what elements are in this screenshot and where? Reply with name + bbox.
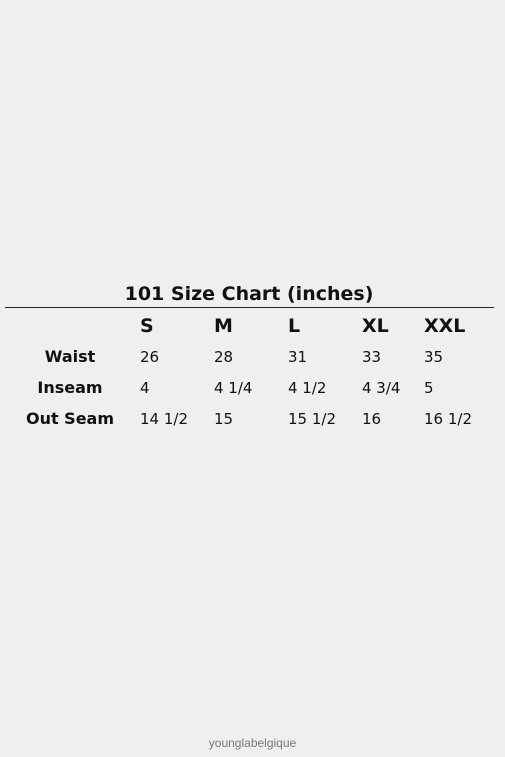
corner-cell xyxy=(0,311,140,341)
row-label-inseam: Inseam xyxy=(37,378,103,397)
table-cell: 35 xyxy=(424,347,444,366)
size-header-xl: XL xyxy=(362,315,389,337)
table-cell: 14 1/2 xyxy=(140,409,188,428)
table-row-waist: Waist 26 28 31 33 35 xyxy=(0,341,505,372)
row-label-waist: Waist xyxy=(44,347,96,366)
table-cell: 26 xyxy=(140,347,160,366)
table-cell: 16 1/2 xyxy=(424,409,472,428)
table-cell: 4 3/4 xyxy=(362,378,401,397)
title-underline xyxy=(5,307,494,308)
row-label-out-seam: Out Seam xyxy=(25,409,115,428)
table-row-out-seam: Out Seam 14 1/2 15 15 1/2 16 16 1/2 xyxy=(0,403,505,434)
size-header-s: S xyxy=(140,315,154,337)
table-cell: 33 xyxy=(362,347,382,366)
table-cell: 16 xyxy=(362,409,382,428)
table-cell: 4 xyxy=(140,378,150,397)
size-header-l: L xyxy=(288,315,301,337)
table-cell: 4 1/4 xyxy=(214,378,253,397)
table-cell: 15 1/2 xyxy=(288,409,336,428)
table-cell: 4 1/2 xyxy=(288,378,327,397)
table-row-inseam: Inseam 4 4 1/4 4 1/2 4 3/4 5 xyxy=(0,372,505,403)
table-cell: 28 xyxy=(214,347,234,366)
size-header-row: S M L XL XXL xyxy=(0,311,505,341)
table-cell: 31 xyxy=(288,347,308,366)
size-header-xxl: XXL xyxy=(424,315,466,337)
table-cell: 5 xyxy=(424,378,434,397)
size-table: S M L XL XXL Waist 26 28 31 33 35 Inseam… xyxy=(0,311,505,434)
watermark-text: younglabelgique xyxy=(208,736,297,750)
size-chart-title: 101 Size Chart (inches) xyxy=(124,283,374,305)
size-header-m: M xyxy=(214,315,233,337)
table-cell: 15 xyxy=(214,409,234,428)
